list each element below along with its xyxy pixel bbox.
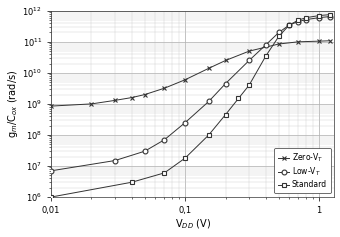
Low-V$_T$ bbox=[223, 82, 227, 85]
Line: Low-V$_T$: Low-V$_T$ bbox=[49, 14, 332, 173]
Y-axis label: g$_m$/C$_{ox}$ (rad/s): g$_m$/C$_{ox}$ (rad/s) bbox=[5, 70, 20, 138]
Low-V$_T$ bbox=[317, 16, 321, 19]
Low-V$_T$ bbox=[277, 31, 281, 34]
Zero-V$_T$ bbox=[143, 93, 147, 96]
Zero-V$_T$ bbox=[163, 87, 167, 90]
Low-V$_T$ bbox=[304, 18, 308, 21]
Standard bbox=[328, 13, 332, 16]
Low-V$_T$ bbox=[328, 15, 332, 18]
Standard bbox=[49, 196, 53, 198]
Low-V$_T$ bbox=[49, 169, 53, 172]
Standard bbox=[236, 97, 240, 100]
Zero-V$_T$ bbox=[277, 43, 281, 46]
Low-V$_T$ bbox=[113, 159, 117, 162]
Low-V$_T$ bbox=[183, 121, 187, 124]
Standard bbox=[130, 181, 134, 184]
Low-V$_T$ bbox=[287, 23, 291, 26]
Low-V$_T$ bbox=[247, 59, 251, 62]
Low-V$_T$ bbox=[296, 20, 301, 23]
Zero-V$_T$ bbox=[223, 59, 227, 62]
Low-V$_T$ bbox=[143, 150, 147, 153]
Zero-V$_T$ bbox=[296, 40, 301, 43]
Standard bbox=[277, 35, 281, 38]
Zero-V$_T$ bbox=[113, 99, 117, 102]
Zero-V$_T$ bbox=[183, 78, 187, 81]
Standard bbox=[223, 113, 227, 116]
Standard bbox=[163, 171, 167, 174]
Legend: Zero-V$_T$, Low-V$_T$, Standard: Zero-V$_T$, Low-V$_T$, Standard bbox=[274, 148, 330, 193]
Standard bbox=[207, 133, 211, 136]
Zero-V$_T$ bbox=[328, 39, 332, 42]
Zero-V$_T$ bbox=[247, 50, 251, 53]
Standard bbox=[317, 14, 321, 17]
Line: Standard: Standard bbox=[49, 12, 332, 200]
Standard bbox=[296, 19, 301, 22]
Standard bbox=[304, 16, 308, 19]
Zero-V$_T$ bbox=[49, 105, 53, 108]
Standard bbox=[264, 55, 268, 57]
Standard bbox=[247, 84, 251, 87]
Standard bbox=[287, 23, 291, 26]
Standard bbox=[183, 157, 187, 160]
Zero-V$_T$ bbox=[130, 96, 134, 99]
Low-V$_T$ bbox=[264, 43, 268, 46]
Zero-V$_T$ bbox=[317, 40, 321, 43]
Zero-V$_T$ bbox=[207, 67, 211, 70]
Zero-V$_T$ bbox=[89, 102, 94, 105]
Low-V$_T$ bbox=[207, 100, 211, 103]
Line: Zero-V$_T$: Zero-V$_T$ bbox=[49, 38, 332, 109]
X-axis label: V$_{DD}$ (V): V$_{DD}$ (V) bbox=[175, 218, 211, 232]
Low-V$_T$ bbox=[163, 138, 167, 141]
